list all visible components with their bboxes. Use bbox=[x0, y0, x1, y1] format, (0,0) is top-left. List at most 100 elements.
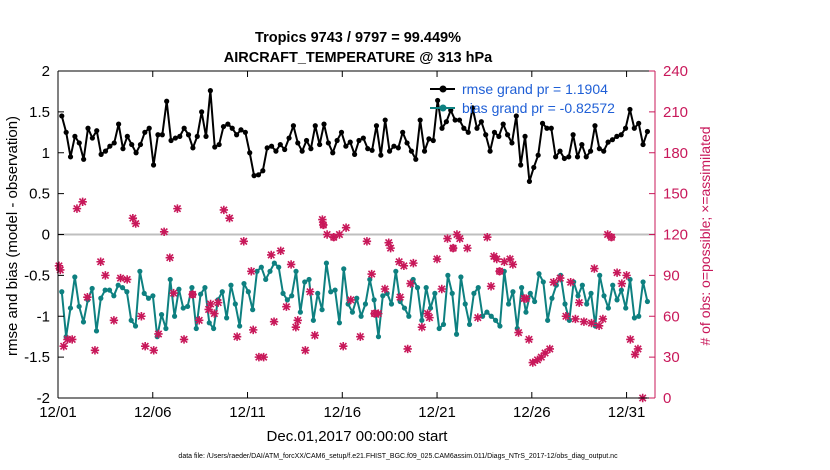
rmse-point bbox=[421, 148, 428, 154]
bias-point bbox=[271, 260, 277, 266]
obs-assimilated-marker bbox=[425, 313, 434, 322]
obs-assimilated-marker bbox=[68, 335, 77, 344]
obs-assimilated-marker bbox=[483, 233, 492, 242]
y-right-tick-label: 240 bbox=[663, 63, 688, 80]
bias-point bbox=[605, 305, 611, 311]
obs-assimilated-marker bbox=[116, 273, 125, 283]
obs-assimilated-marker bbox=[566, 277, 575, 287]
y-tick-label: -1.5 bbox=[24, 349, 50, 366]
obs-assimilated-marker bbox=[165, 253, 175, 262]
bias-point bbox=[67, 305, 74, 311]
obs-assimilated-marker bbox=[473, 313, 482, 322]
obs-assimilated-marker bbox=[346, 295, 356, 305]
bias-point bbox=[310, 317, 316, 323]
rmse-point bbox=[260, 168, 266, 174]
bias-point bbox=[393, 268, 399, 274]
obs-assimilated-marker bbox=[131, 219, 140, 228]
obs-assimilated-marker bbox=[374, 309, 383, 318]
bias-point bbox=[375, 334, 382, 340]
obs-assimilated-marker bbox=[395, 292, 405, 302]
rmse-point bbox=[207, 88, 213, 94]
obs-assimilated-marker bbox=[101, 271, 110, 280]
obs-assimilated-marker bbox=[305, 287, 315, 296]
obs-assimilated-marker bbox=[213, 298, 223, 307]
rmse-point bbox=[592, 123, 598, 129]
bias-point bbox=[306, 276, 312, 283]
rmse-point bbox=[317, 141, 323, 148]
bias-point bbox=[336, 320, 343, 326]
rmse-point bbox=[518, 162, 524, 168]
rmse-point bbox=[579, 141, 585, 148]
rmse-point bbox=[212, 144, 218, 150]
bias-point bbox=[492, 317, 499, 323]
rmse-point bbox=[185, 132, 192, 138]
obs-assimilated-marker bbox=[188, 290, 197, 299]
bias-point bbox=[532, 298, 538, 305]
bias-point bbox=[293, 268, 299, 274]
data-file-footer: data file: /Users/raeder/DAI/ATM_forcXX/… bbox=[178, 453, 618, 460]
bias-point bbox=[228, 282, 234, 288]
obs-assimilated-marker bbox=[90, 346, 100, 355]
rmse-point bbox=[570, 132, 576, 138]
x-tick-label: 12/21 bbox=[418, 404, 456, 421]
rmse-point bbox=[159, 132, 165, 138]
rmse-point bbox=[94, 128, 100, 134]
bias-point bbox=[198, 291, 204, 297]
y-right-tick-label: 30 bbox=[663, 349, 680, 366]
obs-assimilated-marker bbox=[626, 335, 635, 344]
obs-assimilated-marker bbox=[322, 230, 332, 239]
obs-assimilated-marker bbox=[463, 243, 472, 253]
obs-assimilated-marker bbox=[301, 346, 310, 355]
bias-point bbox=[549, 295, 555, 301]
rmse-point bbox=[72, 133, 78, 139]
obs-count-series bbox=[54, 197, 647, 403]
bias-point bbox=[250, 307, 256, 313]
obs-assimilated-marker bbox=[403, 344, 412, 354]
rmse-point bbox=[369, 147, 375, 153]
rmse-point bbox=[142, 129, 148, 135]
bias-point bbox=[536, 271, 542, 277]
bias-point bbox=[280, 290, 286, 296]
bias-point bbox=[640, 279, 646, 285]
bias-point bbox=[349, 309, 356, 315]
rmse-point bbox=[491, 129, 498, 135]
rmse-point bbox=[129, 141, 135, 148]
bias-point bbox=[224, 315, 230, 321]
bias-point bbox=[76, 303, 82, 310]
bias-point bbox=[610, 282, 616, 288]
rmse-point bbox=[605, 139, 611, 145]
y-right-tick-label: 210 bbox=[663, 104, 688, 121]
rmse-point bbox=[273, 148, 279, 154]
bias-point bbox=[345, 301, 351, 307]
rmse-point bbox=[644, 128, 651, 135]
bias-point bbox=[527, 290, 533, 296]
rmse-point bbox=[308, 146, 314, 152]
bias-line bbox=[60, 262, 649, 338]
rmse-point bbox=[443, 119, 449, 125]
obs-assimilated-marker bbox=[137, 312, 146, 321]
obs-assimilated-marker bbox=[329, 233, 338, 242]
rmse-point bbox=[627, 106, 633, 113]
bias-point bbox=[584, 301, 590, 307]
rmse-point bbox=[618, 132, 624, 138]
rmse-point bbox=[111, 140, 117, 146]
obs-assimilated-marker bbox=[72, 204, 82, 213]
bias-point bbox=[137, 268, 143, 274]
bias-point bbox=[354, 295, 360, 301]
y-tick-label: -1 bbox=[37, 308, 50, 325]
rmse-point bbox=[290, 123, 297, 129]
bias-point bbox=[189, 285, 195, 291]
bias-point bbox=[106, 287, 113, 293]
tick-labels: 12/01 12/06 12/11 12/16 12/21 12/26 12/31 -2 -1.… bbox=[24, 63, 688, 421]
rmse-point bbox=[277, 141, 283, 148]
y-axis-right-label: # of obs: o=possible; ×=assimilated bbox=[697, 126, 713, 345]
rmse-point bbox=[360, 135, 366, 141]
rmse-point bbox=[172, 135, 179, 141]
rmse-point bbox=[194, 133, 200, 139]
rmse-point bbox=[561, 155, 567, 162]
obs-assimilated-marker bbox=[154, 329, 163, 339]
obs-assimilated-marker bbox=[437, 284, 446, 294]
rmse-point bbox=[548, 125, 554, 131]
rmse-point bbox=[553, 154, 559, 160]
bias-point bbox=[510, 289, 516, 295]
